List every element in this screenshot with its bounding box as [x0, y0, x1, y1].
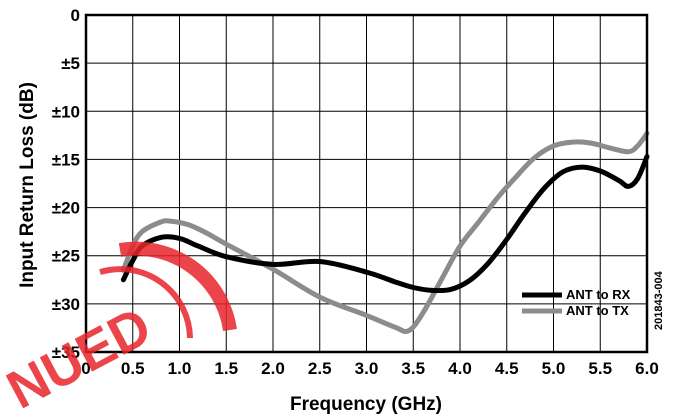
stamp-border-inner	[99, 266, 193, 339]
legend-label-tx: ANT to TX	[566, 303, 629, 318]
x-tick-label: 0.5	[121, 359, 145, 378]
x-tick-label: 1.5	[214, 359, 238, 378]
x-tick-label: 6.0	[635, 359, 659, 378]
stamp-border	[118, 241, 237, 332]
x-tick-label: 4.5	[495, 359, 519, 378]
x-tick-label: 1.0	[168, 359, 192, 378]
plot-frame	[84, 13, 649, 354]
y-axis-title: Input Return Loss (dB)	[17, 82, 38, 288]
y-tick-label: ±10	[52, 102, 80, 121]
legend-label-rx: ANT to RX	[566, 287, 631, 302]
y-tick-labels: 0 ±5 ±10 ±15 ±20 ±25 ±30 ±35	[52, 6, 80, 362]
x-tick-label: 2.5	[308, 359, 332, 378]
series-line-ant-to-tx	[120, 130, 650, 335]
y-tick-label: ±20	[52, 199, 80, 218]
y-tick-label: ±30	[52, 295, 80, 314]
x-tick-label: 3.5	[401, 359, 425, 378]
x-tick-label: 4.0	[448, 359, 472, 378]
y-tick-label: ±5	[61, 54, 80, 73]
grid	[86, 15, 647, 352]
x-tick-label: 2.0	[261, 359, 285, 378]
x-tick-label: 0	[81, 359, 90, 378]
x-tick-label: 5.5	[588, 359, 612, 378]
legend: ANT to RX ANT to TX	[522, 287, 631, 318]
x-axis-title: Frequency (GHz)	[290, 394, 442, 415]
series-group	[120, 130, 650, 335]
stamp-text: NUED	[0, 296, 161, 420]
x-tick-label: 3.0	[355, 359, 379, 378]
x-tick-labels: 0 0.5 1.0 1.5 2.0 2.5 3.0 3.5 4.0 4.5 5.0 5.5 6.0	[81, 359, 659, 378]
y-tick-label: ±15	[52, 150, 80, 169]
y-tick-label: 0	[71, 6, 80, 25]
x-tick-label: 5.0	[542, 359, 566, 378]
series-line-ant-to-rx	[120, 154, 650, 294]
y-tick-label: ±25	[52, 247, 80, 266]
figure-id: 201843-004	[653, 270, 665, 330]
y-tick-label: ±35	[52, 343, 80, 362]
